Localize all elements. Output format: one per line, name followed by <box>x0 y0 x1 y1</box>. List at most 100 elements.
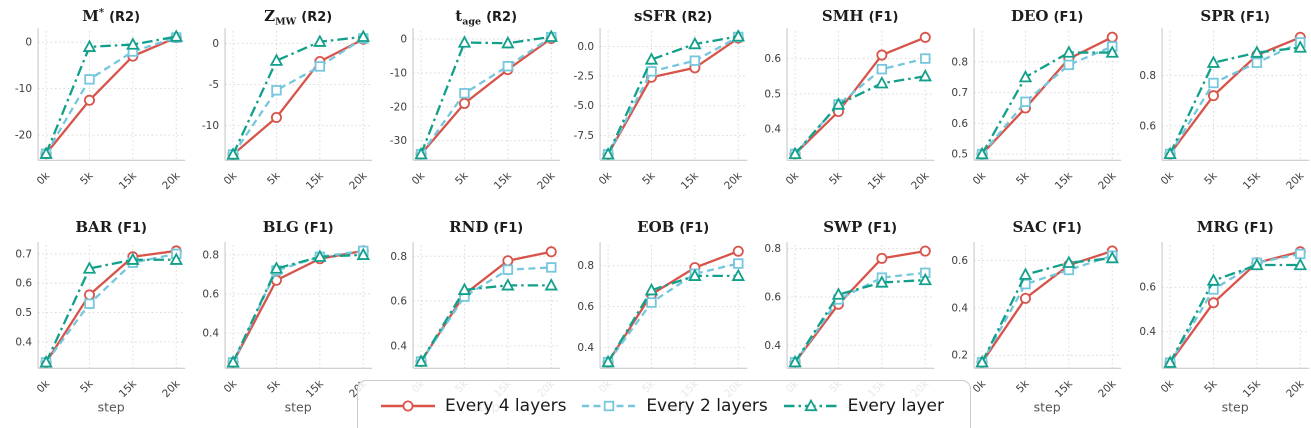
x-axis-tick-label: 20k <box>347 169 370 192</box>
x-axis-tick-label: 15k <box>1053 169 1076 192</box>
chart-title: SMH (F1) <box>822 7 898 25</box>
series-every-layer-marker <box>39 146 53 159</box>
series-every-2-layers-marker <box>732 258 744 270</box>
x-axis-tick-label: 5k <box>1202 169 1220 187</box>
y-axis-tick-label: 0.0 <box>577 41 594 53</box>
y-axis-tick-label: 0.5 <box>952 149 969 161</box>
series-every-layer-marker <box>601 355 615 368</box>
series-every-4-layers-line <box>981 250 1114 364</box>
series-every-2-layers-marker <box>1294 249 1306 260</box>
series-every-2-layers-marker <box>646 66 657 77</box>
chart-canvas-m-r2: M* (R2) 0 -10 -20 0k 5k 15k 20k <box>15 7 186 192</box>
series-every-2-layers-line <box>419 266 551 363</box>
y-axis-tick-label: -10 <box>202 120 219 132</box>
series-every-4-layers-line <box>606 250 739 364</box>
y-axis-tick-label: 0.4 <box>15 337 32 349</box>
legend-line-square-icon <box>582 400 637 412</box>
series-every-4-layers-line <box>1168 250 1301 364</box>
chart-canvas-sac-f1: SAC (F1) 0.2 0.4 0.6 0k 5k 15k 20k step <box>952 218 1122 415</box>
series-every-layer-marker <box>356 29 371 42</box>
chart-blg-f1: BLG(F1)0.40.60.80k5k15k20kstep <box>187 208 374 428</box>
legend-label-every-layer: Every layer <box>847 396 944 416</box>
y-axis-tick-label: 0.6 <box>577 301 594 313</box>
chart-sac-f1: SAC (F1) 0.2 0.4 0.6 0k 5k 15k 20k step <box>936 208 1123 428</box>
series-every-layer-line <box>419 284 551 363</box>
x-axis-tick-label: 20k <box>909 169 932 192</box>
series-every-4-layers-marker <box>1207 297 1219 309</box>
series-every-2-layers-line <box>606 262 739 364</box>
chart-canvas-bar-f1: BAR (F1) 0.4 0.5 0.6 0.7 0k 5k 15k 20k step <box>15 218 186 415</box>
series-every-4-layers-marker <box>876 253 888 265</box>
chart-title: SPR (F1) <box>1200 7 1269 25</box>
series-every-layer-marker <box>39 355 53 368</box>
series-every-layer-marker <box>500 35 515 49</box>
series-every-2-layers-line <box>981 45 1114 155</box>
series-every-2-layers-marker <box>689 55 700 66</box>
y-axis-tick-label: 0.6 <box>1139 121 1156 133</box>
series-every-layer-marker <box>731 268 745 282</box>
x-axis-label: step <box>1034 400 1061 415</box>
y-axis-tick-label: 0 <box>400 34 407 46</box>
series-every-2-layers-marker <box>502 61 513 72</box>
x-axis-tick-label: 0k <box>1158 169 1176 187</box>
series-every-layer-marker <box>831 97 846 110</box>
y-axis-tick-label: 0 <box>213 38 220 50</box>
x-axis-tick-label: 20k <box>1097 169 1120 192</box>
series-every-layer-marker <box>1249 258 1264 271</box>
series-every-layer-marker <box>1105 45 1120 58</box>
y-axis-tick-label: 0.4 <box>203 328 220 340</box>
series-every-layer-marker <box>1019 267 1033 281</box>
series-every-4-layers-line <box>419 37 552 155</box>
legend: Every 4 layers Every 2 layers Every laye… <box>357 380 971 428</box>
series-every-4-layers-marker <box>1207 90 1219 102</box>
series-every-4-layers-line <box>232 38 365 156</box>
series-every-layer-marker <box>831 287 846 301</box>
chart-title: DEO (F1) <box>1011 7 1083 25</box>
x-axis-tick-label: 15k <box>117 378 140 401</box>
y-axis-tick-label: -30 <box>389 135 406 147</box>
series-every-layer-marker <box>270 53 284 66</box>
series-every-4-layers-marker <box>271 111 283 123</box>
x-axis-tick-label: 5k <box>1015 378 1033 396</box>
series-every-layer-marker <box>1293 258 1307 271</box>
x-axis-label: step <box>1221 400 1248 415</box>
series-every-2-layers-line <box>1168 41 1301 155</box>
chart-canvas-spr-f1: SPR (F1) 0.6 0.8 0k 5k 15k 20k <box>1139 7 1309 192</box>
chart-canvas-ssfr-r2: sSFR (R2) 0.0 -2.5 -5.0 -7.5 0k 5k 15k 20k <box>573 7 748 192</box>
series-every-layer-marker <box>544 29 558 42</box>
x-axis-tick-label: 15k <box>117 169 140 192</box>
x-axis-tick-label: 5k <box>640 169 658 187</box>
series-every-2-layers-marker <box>458 88 470 99</box>
y-axis-tick-label: -10 <box>389 67 406 79</box>
series-every-2-layers-marker <box>314 61 326 72</box>
series-every-layer-marker <box>1249 45 1264 58</box>
chart-title: ZMW (R2) <box>264 7 332 28</box>
series-every-2-layers-marker <box>1020 96 1032 108</box>
series-every-2-layers-marker <box>876 63 888 75</box>
legend-item-every-layer: Every layer <box>783 396 944 416</box>
chart-title: BLG (F1) <box>263 218 334 236</box>
series-every-4-layers-marker <box>83 94 95 106</box>
y-axis-tick-label: 0.6 <box>1139 282 1156 294</box>
series-every-4-layers-line <box>794 36 926 155</box>
x-axis-tick-label: 5k <box>265 169 283 187</box>
chart-title: BAR (F1) <box>75 218 147 236</box>
series-every-2-layers-marker <box>271 85 282 96</box>
series-every-4-layers-marker <box>83 289 95 301</box>
chart-title: MRG (F1) <box>1196 218 1273 236</box>
series-every-layer-marker <box>457 35 471 48</box>
series-every-layer-line <box>981 257 1113 364</box>
series-every-layer-marker <box>226 355 241 368</box>
series-every-layer-marker <box>1062 255 1077 269</box>
series-every-2-layers-marker <box>545 262 557 273</box>
y-axis-tick-label: 0.6 <box>764 53 781 65</box>
legend-line-circle-icon <box>381 400 435 412</box>
series-every-2-layers-marker <box>1251 57 1262 68</box>
y-axis-tick-label: 0.4 <box>390 341 407 353</box>
series-every-4-layers-line <box>232 250 364 364</box>
series-every-layer-marker <box>226 147 241 160</box>
series-every-layer-line <box>606 35 739 155</box>
series-every-2-layers-line <box>232 37 365 156</box>
series-every-layer-marker <box>875 75 889 89</box>
series-every-layer-line <box>232 35 364 155</box>
